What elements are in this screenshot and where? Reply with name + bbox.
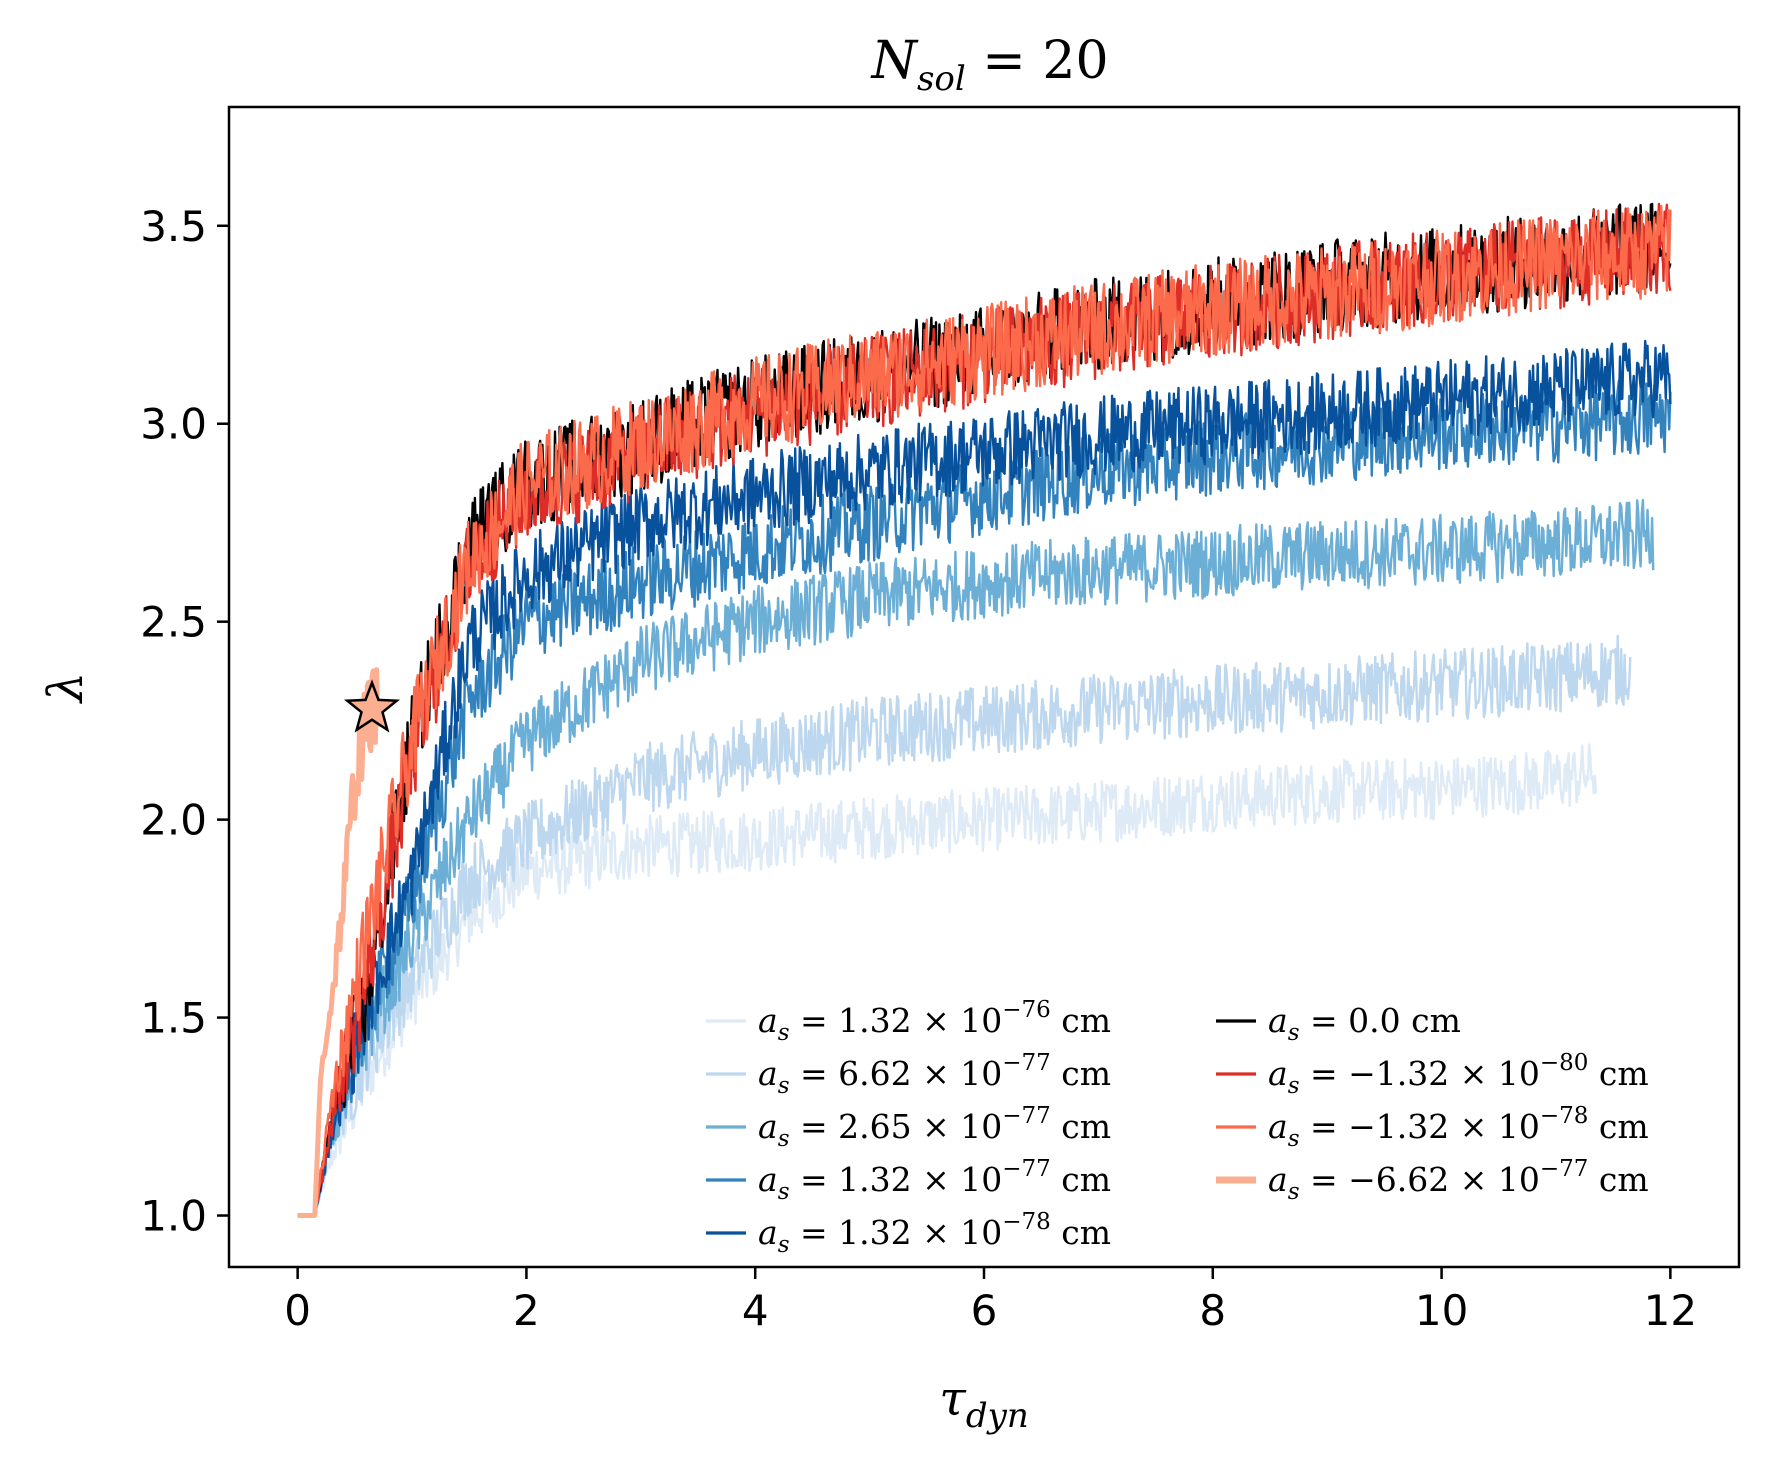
x-axis: 0 2 4 6 8 10 12 <box>284 1267 1697 1335</box>
y-axis-title: λ <box>38 672 94 704</box>
legend-label: as = 1.32 × 10−77 cm <box>758 1156 1111 1205</box>
series-line-7 <box>297 204 1672 1217</box>
series-line-4 <box>297 339 1672 1217</box>
x-tick-label: 0 <box>284 1286 311 1335</box>
y-tick-label: 2.0 <box>140 796 207 845</box>
series-line-1 <box>297 634 1632 1217</box>
series-line-2 <box>297 498 1655 1217</box>
legend-label: as = −1.32 × 10−80 cm <box>1268 1050 1649 1099</box>
x-tick-label: 2 <box>513 1286 540 1335</box>
y-tick-label: 3.5 <box>140 202 207 251</box>
legend-label: as = 1.32 × 10−76 cm <box>758 997 1111 1046</box>
x-tick-label: 6 <box>971 1286 998 1335</box>
y-tick-label: 2.5 <box>140 598 207 647</box>
marker-layer <box>343 679 401 733</box>
legend-label: as = 0.0 cm <box>1268 1001 1461 1046</box>
legend-label: as = 2.65 × 10−77 cm <box>758 1103 1111 1152</box>
y-tick-label: 1.0 <box>140 1192 207 1241</box>
x-axis-title: τdyn <box>939 1371 1028 1436</box>
x-tick-label: 8 <box>1199 1286 1226 1335</box>
legend-label: as = −1.32 × 10−78 cm <box>1268 1103 1649 1152</box>
legend-label: as = 6.62 × 10−77 cm <box>758 1050 1111 1099</box>
star-marker <box>343 679 401 733</box>
legend-label: as = 1.32 × 10−78 cm <box>758 1209 1111 1258</box>
chart-title: Nsol = 20 <box>869 31 1108 99</box>
y-axis: 1.0 1.5 2.0 2.5 3.0 3.5 <box>140 202 229 1241</box>
series-line-0 <box>297 743 1598 1217</box>
legend-label: as = −6.62 × 10−77 cm <box>1268 1156 1649 1205</box>
y-tick-label: 3.0 <box>140 400 207 449</box>
x-tick-label: 4 <box>742 1286 769 1335</box>
series-layer <box>296 202 1672 1218</box>
x-tick-label: 10 <box>1415 1286 1468 1335</box>
y-tick-label: 1.5 <box>140 994 207 1043</box>
x-tick-label: 12 <box>1644 1286 1697 1335</box>
